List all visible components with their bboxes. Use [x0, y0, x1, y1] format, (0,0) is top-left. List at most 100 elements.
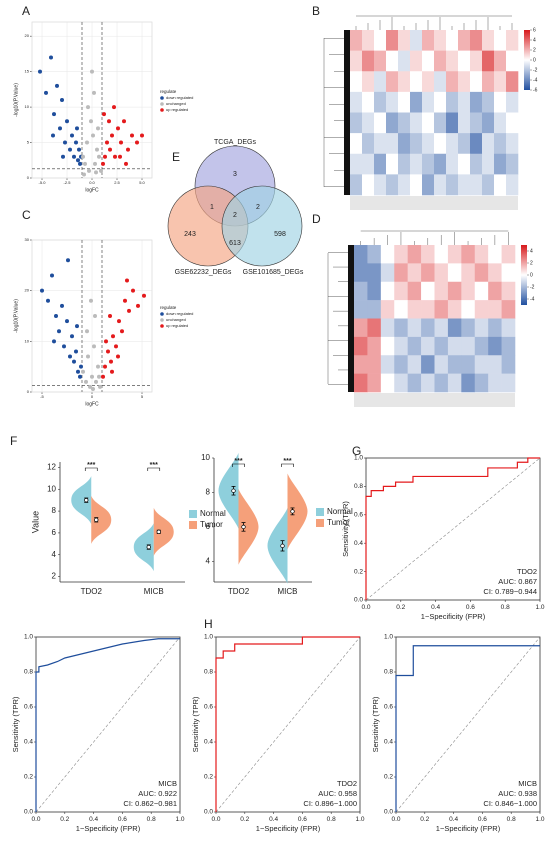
point — [101, 374, 105, 379]
heatmap-cell — [380, 318, 395, 338]
x-tick-label: -2.5 — [64, 180, 72, 185]
point — [102, 112, 106, 117]
heatmap-cell — [380, 355, 395, 374]
heatmap-cell — [394, 281, 408, 301]
heatmap-cell — [501, 281, 516, 301]
heatmap-cell — [461, 336, 476, 356]
point — [78, 161, 82, 166]
point — [89, 119, 93, 124]
point — [109, 359, 113, 364]
heatmap-cell — [488, 300, 502, 319]
venn-set-label: TCGA_DEGs — [214, 139, 257, 146]
y-tick-label: 0.8 — [354, 483, 363, 490]
venn-set-label: GSE101685_DEGs — [243, 269, 304, 276]
heatmap-cell — [434, 91, 447, 113]
point — [123, 298, 127, 303]
heatmap-cell — [482, 71, 495, 93]
x-tick-label: 0.8 — [501, 604, 510, 611]
panel-label: A — [22, 4, 30, 18]
panel-label: B — [312, 4, 320, 18]
significance-bracket — [147, 467, 161, 471]
heatmap-cell — [421, 263, 435, 283]
legend-swatch — [160, 324, 164, 328]
violin — [133, 523, 154, 572]
heatmap-cell — [447, 245, 462, 264]
y-tick-label: 0.6 — [354, 512, 363, 519]
heatmap-cell — [422, 153, 435, 175]
roc-annotation: CI: 0.789−0.944 — [483, 587, 537, 596]
heatmap-cell — [447, 373, 462, 393]
point — [90, 374, 94, 379]
roc-annotation: AUC: 0.938 — [498, 789, 537, 798]
heatmap-cell — [482, 153, 495, 175]
point — [103, 364, 107, 369]
heatmap-cell — [506, 174, 519, 196]
heatmap-cell — [447, 336, 462, 356]
row-dendrogram — [344, 30, 350, 195]
heatmap-cell — [506, 91, 519, 113]
roc-curve — [215, 636, 360, 812]
column-labels — [354, 393, 515, 407]
heatmap-cell — [474, 245, 489, 264]
heatmap-cell — [422, 71, 435, 93]
heatmap-cell — [386, 71, 399, 93]
heatmap-cell — [407, 300, 422, 319]
point — [108, 147, 112, 152]
heatmap-cell — [501, 336, 516, 356]
point — [122, 119, 126, 124]
color-tick-label: 4 — [533, 37, 536, 43]
heatmap-cell — [461, 355, 476, 374]
x-tick-label: 0.4 — [449, 816, 458, 823]
legend-label: unchanged — [166, 101, 186, 106]
y-tick-label: 1.0 — [384, 634, 393, 641]
heatmap-cell — [362, 174, 375, 196]
heatmap-cell — [394, 336, 408, 356]
point — [142, 293, 146, 298]
significance: *** — [234, 458, 242, 465]
y-tick-label: 8 — [206, 488, 211, 497]
heatmap-cell — [386, 30, 399, 51]
violin — [287, 473, 308, 550]
heatmap-cell — [474, 355, 489, 374]
point — [112, 105, 116, 110]
heatmap-cell — [407, 245, 422, 264]
y-axis-label: Value — [30, 511, 40, 533]
heatmap-cell — [410, 30, 423, 51]
point — [44, 90, 48, 95]
heatmap-cell — [398, 133, 411, 155]
heatmap-cell — [446, 133, 459, 155]
point — [83, 161, 87, 166]
heatmap-cell — [350, 71, 363, 93]
y-tick-label: 6 — [52, 528, 57, 537]
heatmap-cell — [494, 71, 507, 93]
heatmap-cell — [446, 30, 459, 51]
x-tick-label: -5 — [40, 394, 44, 399]
heatmap-cell — [470, 71, 483, 93]
y-tick-label: 0.2 — [204, 774, 213, 781]
x-tick-label: MICB — [278, 587, 298, 596]
point — [110, 133, 114, 138]
heatmap-cell — [362, 91, 375, 113]
y-tick-label: 10 — [201, 453, 210, 462]
point — [90, 69, 94, 74]
heatmap-cell — [350, 30, 363, 51]
heatmap-cell — [374, 50, 387, 72]
heatmap-cell — [367, 355, 382, 374]
point — [99, 168, 103, 173]
heatmap-cell — [458, 112, 471, 134]
point — [114, 344, 118, 349]
heatmap-cell — [398, 174, 411, 196]
y-tick-label: 6 — [206, 522, 211, 531]
heatmap-cell — [421, 300, 435, 319]
y-tick-label: 0.4 — [24, 739, 33, 746]
y-tick-label: 2 — [52, 572, 57, 581]
point — [66, 258, 70, 263]
x-tick-label: 0.2 — [60, 816, 69, 823]
panel-label: G — [352, 444, 361, 458]
point — [106, 349, 110, 354]
heatmap-cell — [494, 112, 507, 134]
x-tick-label: 1.0 — [175, 816, 184, 823]
venn-count: 2 — [256, 204, 260, 211]
heatmap-cell — [434, 30, 447, 51]
heatmap-cell — [362, 133, 375, 155]
